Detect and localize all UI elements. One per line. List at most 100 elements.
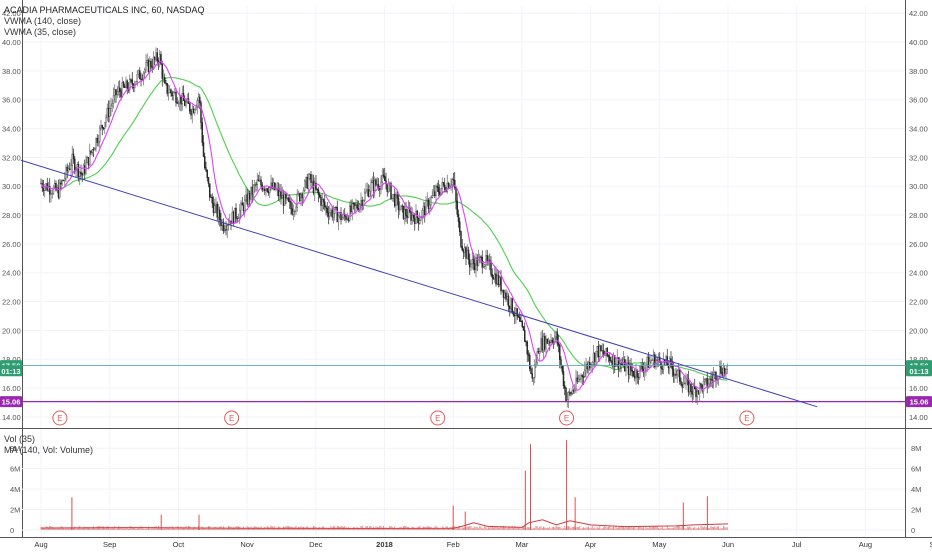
- candle-body: [350, 205, 352, 213]
- candle-body: [279, 191, 281, 197]
- candle-body: [590, 364, 592, 369]
- candle-body: [499, 277, 501, 285]
- candle-body: [177, 102, 180, 104]
- candle-body: [112, 95, 115, 104]
- x-tick-label: Mar: [515, 540, 528, 549]
- candle-body: [386, 183, 388, 192]
- price-badge-left: [0, 396, 22, 408]
- earnings-marker: [559, 410, 575, 426]
- candle-body: [151, 66, 153, 68]
- candle-body: [240, 202, 242, 211]
- candle-body: [84, 165, 86, 174]
- price-badge-label: 15.06: [2, 398, 21, 407]
- candle-body: [120, 91, 122, 97]
- candle-body: [581, 375, 583, 377]
- earnings-marker: [739, 410, 755, 426]
- candle-body: [294, 210, 296, 213]
- candle-body: [199, 96, 201, 104]
- candle-body: [55, 183, 57, 191]
- candle-body: [612, 355, 615, 367]
- y-tick-label-right: 18.00: [909, 355, 928, 364]
- candle-body: [401, 205, 403, 207]
- candle-body: [672, 368, 675, 376]
- candle-body: [247, 193, 250, 205]
- candle-body: [696, 390, 698, 398]
- candle-body: [231, 211, 233, 225]
- candle-body: [74, 158, 76, 172]
- x-tick-label: 2018: [376, 540, 393, 549]
- candle-body: [341, 217, 343, 221]
- candle-body: [194, 109, 196, 114]
- candle-body: [461, 246, 463, 251]
- candle-body: [417, 217, 420, 224]
- candle-body: [370, 182, 372, 192]
- candle-body: [722, 368, 725, 376]
- candle-body: [321, 199, 323, 206]
- candle-body: [325, 206, 327, 209]
- candle-body: [211, 196, 213, 204]
- candle-body: [579, 378, 581, 380]
- candle-body: [651, 359, 653, 361]
- candle-body: [60, 182, 62, 185]
- x-tick-label: Se: [930, 540, 932, 549]
- candle-body: [659, 356, 661, 363]
- candle-body: [564, 385, 566, 389]
- candle-body: [609, 356, 611, 361]
- y-tick-label-left: 22.00: [2, 298, 21, 307]
- candle-body: [226, 225, 228, 231]
- earnings-marker-label: E: [229, 414, 234, 423]
- candle-body: [189, 103, 191, 112]
- candle-body: [525, 341, 527, 343]
- candle-body: [54, 183, 56, 188]
- indicator-volume-ma[interactable]: MA (140, Vol: Volume): [4, 445, 94, 455]
- candle-body: [316, 188, 318, 191]
- indicator-vwma-35[interactable]: VWMA (35, close): [4, 27, 77, 37]
- y-tick-label-left: 32.00: [2, 153, 21, 162]
- candle-body: [176, 102, 178, 104]
- candle-body: [114, 89, 116, 96]
- candle-body: [684, 382, 686, 385]
- candle-body: [167, 92, 170, 94]
- indicator-vwma-140[interactable]: VWMA (140, close): [4, 16, 82, 26]
- candle-body: [375, 179, 377, 185]
- candle-body: [589, 362, 591, 369]
- candle-body: [287, 197, 290, 202]
- indicator-volume[interactable]: Vol (35): [4, 434, 36, 444]
- candle-body: [97, 141, 100, 143]
- candle-body: [205, 167, 207, 171]
- candle-body: [171, 92, 173, 96]
- candle-body: [606, 347, 608, 356]
- candle-body: [559, 345, 561, 360]
- price-badge-right: [906, 396, 932, 408]
- candle-body: [326, 207, 328, 214]
- candle-body: [80, 171, 82, 174]
- candle-body: [172, 92, 175, 96]
- candle-body: [610, 360, 612, 362]
- candle-body: [439, 191, 441, 195]
- candle-body: [304, 180, 306, 191]
- candle-body: [327, 212, 330, 217]
- candle-body: [432, 191, 435, 196]
- candle-body: [349, 205, 351, 221]
- candle-body: [614, 355, 616, 367]
- candle-body: [421, 209, 423, 218]
- volume-tick-label-left: 0: [10, 526, 14, 535]
- candle-body: [320, 196, 322, 206]
- candle-body: [66, 167, 68, 172]
- candle-body: [462, 249, 465, 253]
- candle-body: [255, 184, 257, 186]
- candle-body: [315, 182, 317, 190]
- price-badge-left: [0, 365, 22, 377]
- candle-body: [457, 214, 460, 222]
- candle-body: [319, 194, 321, 198]
- candle-body: [599, 345, 601, 357]
- volume-tick-label-left: 6M: [10, 465, 20, 474]
- candle-body: [712, 374, 715, 381]
- candle-body: [139, 70, 141, 80]
- candle-body: [620, 363, 622, 365]
- candle-body: [251, 186, 253, 195]
- candle-body: [607, 355, 610, 358]
- candle-body: [675, 374, 677, 376]
- y-tick-label-left: 24.00: [2, 269, 21, 278]
- candle-body: [532, 377, 535, 379]
